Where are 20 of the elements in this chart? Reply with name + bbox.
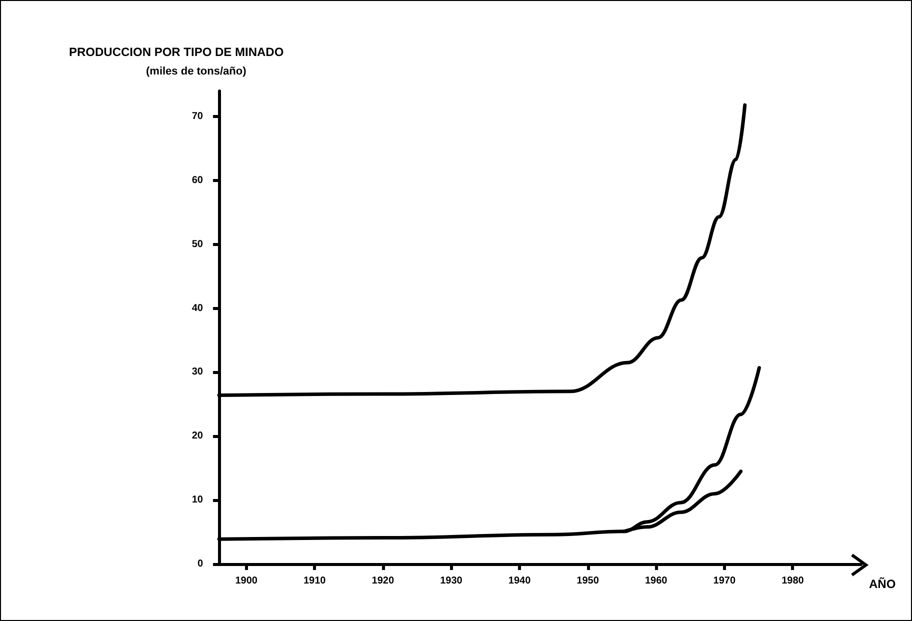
y-tick-label: 0 [197,558,204,570]
x-tick-label: 1940 [508,576,532,586]
y-tick-label: 30 [192,366,204,378]
x-tick-label: 1980 [782,576,804,586]
y-axis-title: (miles de tons/año) [146,66,247,78]
y-tick-label: 20 [192,430,204,442]
x-axis-title: AÑO [869,577,896,591]
y-tick-label: 40 [192,302,204,314]
x-tick-label: 1900 [235,576,258,586]
y-tick-label: 60 [192,174,204,186]
x-tick-label: 1920 [372,576,394,586]
x-tick-label: 1910 [303,576,326,586]
chart-title: PRODUCCION POR TIPO DE MINADO [69,45,284,59]
y-tick-label: 50 [192,238,204,250]
x-tick-label: 1960 [644,576,668,586]
x-tick-label: 1950 [576,576,600,586]
y-tick-label: 70 [192,111,204,122]
x-tick-label: 1930 [440,576,463,586]
x-tick-label: 1970 [713,576,736,586]
y-tick-label: 10 [192,494,204,506]
